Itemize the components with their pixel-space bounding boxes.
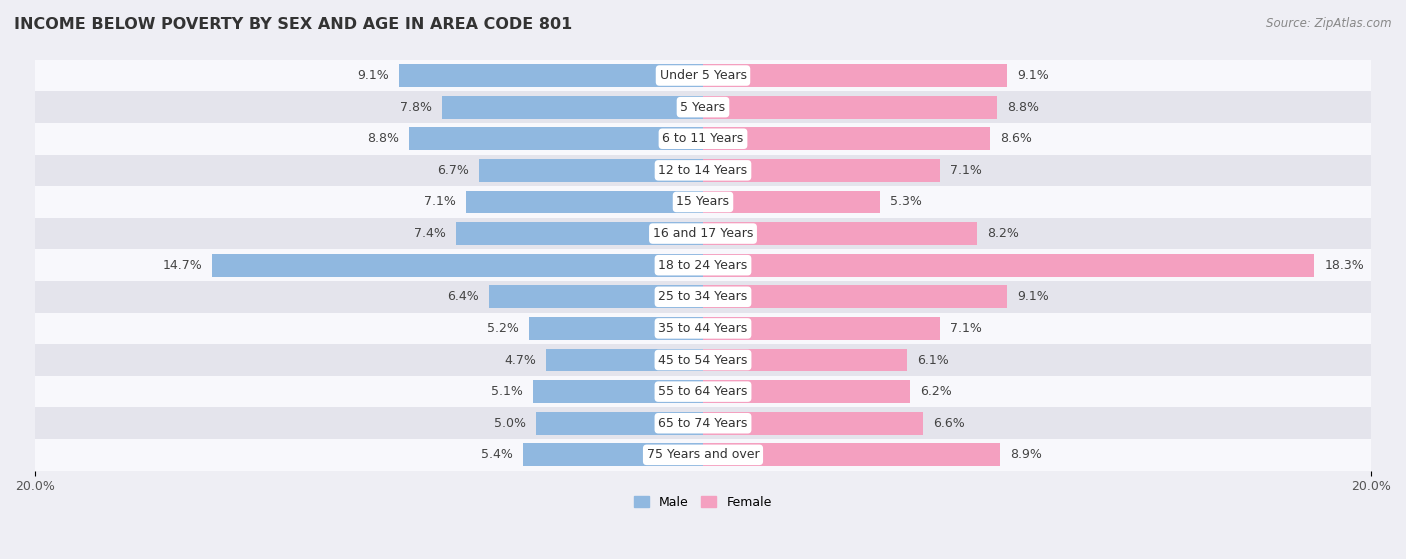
Bar <box>703 96 997 119</box>
Text: 7.8%: 7.8% <box>401 101 433 113</box>
Text: 75 Years and over: 75 Years and over <box>647 448 759 461</box>
Text: 5.0%: 5.0% <box>494 416 526 430</box>
Text: 12 to 14 Years: 12 to 14 Years <box>658 164 748 177</box>
Bar <box>35 376 1371 408</box>
Text: 35 to 44 Years: 35 to 44 Years <box>658 322 748 335</box>
Bar <box>35 60 1371 91</box>
Bar <box>703 317 941 340</box>
Bar <box>533 380 703 403</box>
Bar <box>703 380 910 403</box>
Bar <box>529 317 703 340</box>
Text: 7.1%: 7.1% <box>950 322 981 335</box>
Bar <box>546 349 703 371</box>
Bar <box>479 159 703 182</box>
Text: 18.3%: 18.3% <box>1324 259 1364 272</box>
Text: 7.4%: 7.4% <box>413 227 446 240</box>
Bar <box>703 222 977 245</box>
Text: 6.4%: 6.4% <box>447 290 479 304</box>
Bar <box>489 286 703 308</box>
Text: 5.3%: 5.3% <box>890 196 922 209</box>
Text: 7.1%: 7.1% <box>950 164 981 177</box>
Text: 45 to 54 Years: 45 to 54 Years <box>658 353 748 367</box>
Text: 6.7%: 6.7% <box>437 164 470 177</box>
Bar <box>35 123 1371 154</box>
Bar <box>703 64 1007 87</box>
Bar <box>399 64 703 87</box>
Text: 6 to 11 Years: 6 to 11 Years <box>662 132 744 145</box>
Bar <box>703 254 1315 277</box>
Bar <box>35 344 1371 376</box>
Text: 15 Years: 15 Years <box>676 196 730 209</box>
Bar <box>465 191 703 214</box>
Bar <box>212 254 703 277</box>
Text: 5.2%: 5.2% <box>488 322 519 335</box>
Text: Source: ZipAtlas.com: Source: ZipAtlas.com <box>1267 17 1392 30</box>
Text: 5 Years: 5 Years <box>681 101 725 113</box>
Bar <box>456 222 703 245</box>
Legend: Male, Female: Male, Female <box>630 491 776 514</box>
Bar <box>443 96 703 119</box>
Text: 8.6%: 8.6% <box>1000 132 1032 145</box>
Bar <box>703 127 990 150</box>
Text: 16 and 17 Years: 16 and 17 Years <box>652 227 754 240</box>
Text: 9.1%: 9.1% <box>357 69 389 82</box>
Text: Under 5 Years: Under 5 Years <box>659 69 747 82</box>
Text: 5.1%: 5.1% <box>491 385 523 398</box>
Text: 14.7%: 14.7% <box>162 259 202 272</box>
Text: 8.9%: 8.9% <box>1011 448 1042 461</box>
Bar <box>35 439 1371 471</box>
Bar <box>35 281 1371 312</box>
Text: 8.8%: 8.8% <box>367 132 399 145</box>
Text: 6.1%: 6.1% <box>917 353 949 367</box>
Bar <box>703 286 1007 308</box>
Text: 6.6%: 6.6% <box>934 416 966 430</box>
Bar <box>35 312 1371 344</box>
Text: 7.1%: 7.1% <box>425 196 456 209</box>
Bar <box>35 91 1371 123</box>
Text: 8.8%: 8.8% <box>1007 101 1039 113</box>
Bar <box>536 412 703 434</box>
Bar <box>35 218 1371 249</box>
Text: 65 to 74 Years: 65 to 74 Years <box>658 416 748 430</box>
Text: 55 to 64 Years: 55 to 64 Years <box>658 385 748 398</box>
Text: 18 to 24 Years: 18 to 24 Years <box>658 259 748 272</box>
Text: 4.7%: 4.7% <box>505 353 536 367</box>
Text: INCOME BELOW POVERTY BY SEX AND AGE IN AREA CODE 801: INCOME BELOW POVERTY BY SEX AND AGE IN A… <box>14 17 572 32</box>
Bar <box>35 186 1371 218</box>
Bar <box>35 408 1371 439</box>
Bar <box>523 443 703 466</box>
Text: 8.2%: 8.2% <box>987 227 1019 240</box>
Bar <box>35 154 1371 186</box>
Text: 5.4%: 5.4% <box>481 448 513 461</box>
Bar <box>703 191 880 214</box>
Bar <box>35 249 1371 281</box>
Text: 9.1%: 9.1% <box>1017 290 1049 304</box>
Bar <box>703 159 941 182</box>
Text: 6.2%: 6.2% <box>920 385 952 398</box>
Bar <box>409 127 703 150</box>
Bar <box>703 412 924 434</box>
Text: 9.1%: 9.1% <box>1017 69 1049 82</box>
Text: 25 to 34 Years: 25 to 34 Years <box>658 290 748 304</box>
Bar <box>703 443 1000 466</box>
Bar <box>703 349 907 371</box>
